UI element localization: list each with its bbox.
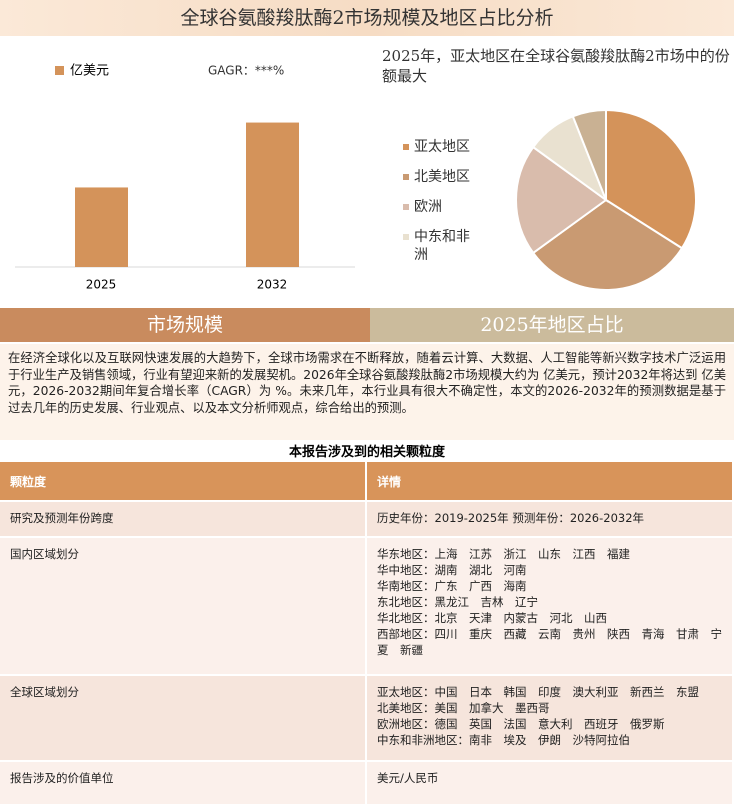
legend-label: 欧洲: [414, 199, 442, 215]
table-header-cell: 详情: [366, 462, 734, 502]
bar: [75, 187, 128, 267]
page-title: 全球谷氨酸羧肽酶2市场规模及地区占比分析: [0, 0, 734, 36]
table-cell-line: 华东地区：上海 江苏 浙江 山东 江西 福建: [377, 547, 630, 561]
annotation: GAGR：***%: [208, 64, 284, 78]
pie-slice: [571, 108, 607, 201]
table-cell: 亚太地区：中国 日本 韩国 印度 澳大利亚 新西兰 东盟 北美地区：美国 加拿大 …: [366, 675, 734, 762]
pie-chart: 2025年，亚太地区在全球谷氨酸羧肽酶2市场中的份额最大亚太地区北美地区欧洲中东…: [382, 47, 730, 291]
legend-swatch: [403, 144, 409, 150]
table-cell-line: 欧洲地区：德国 英国 法国 意大利 西班牙 俄罗斯: [377, 717, 665, 731]
table-cell-line: 西部地区：四川 重庆 西藏 云南 贵州 陕西 青海 甘肃 宁夏 新疆: [377, 627, 722, 657]
x-tick-label: 2032: [257, 278, 288, 292]
table-header-cell: 颗粒度: [0, 462, 367, 502]
chart-title-text: 2025年，亚太地区在全球谷氨酸羧肽酶2市场中的份额最大: [382, 47, 730, 85]
bar: [246, 122, 299, 267]
table-cell: 华东地区：上海 江苏 浙江 山东 江西 福建 华中地区：湖南 湖北 河南 华南地区：…: [366, 537, 734, 676]
table-row: 研究及预测年份跨度 历史年份：2019-2025年 预测年份：2026-2032年: [0, 501, 734, 538]
legend-label: 亿美元: [70, 64, 109, 79]
table-title: 本报告涉及到的相关颗粒度: [288, 445, 445, 460]
table-cell: 历史年份：2019-2025年 预测年份：2026-2032年: [366, 501, 734, 538]
table-cell: 研究及预测年份跨度: [0, 501, 367, 538]
table-cell: 全球区域划分: [0, 675, 367, 762]
table-header-row: 颗粒度 详情: [0, 462, 734, 502]
table-cell-line: 东北地区：黑龙江 吉林 辽宁: [377, 595, 538, 609]
table-row: 国内区域划分 华东地区：上海 江苏 浙江 山东 江西 福建 华中地区：湖南 湖北 河…: [0, 537, 734, 676]
legend-label: 中东和非洲: [414, 229, 470, 263]
table-cell-line: 华北地区：北京 天津 内蒙古 河北 山西: [377, 611, 607, 625]
table-cell-line: 中东和非洲地区：南非 埃及 伊朗 沙特阿拉伯: [377, 733, 630, 747]
legend-text: 中东和非洲: [414, 229, 470, 263]
section-label: 市场规模: [0, 308, 370, 342]
section-label: 2025年地区占比: [370, 308, 734, 342]
table-cell-line: 美元/人民币: [377, 771, 439, 785]
legend-label: 亚太地区: [414, 139, 470, 155]
table-row: 全球区域划分 亚太地区：中国 日本 韩国 印度 澳大利亚 新西兰 东盟 北美地区：美…: [0, 675, 734, 762]
table-cell: 报告涉及的价值单位: [0, 761, 367, 806]
legend-swatch: [403, 234, 409, 240]
legend-swatch: [55, 66, 64, 75]
pie-slice: [531, 198, 684, 291]
table-cell-line: 华中地区：湖南 湖北 河南: [377, 563, 527, 577]
x-tick-label: 2025: [86, 278, 117, 292]
pie-slice: [515, 145, 608, 255]
legend-swatch: [403, 204, 409, 210]
table-cell-line: 亚太地区：中国 日本 韩国 印度 澳大利亚 新西兰 东盟: [377, 685, 699, 699]
table-cell-line: 华南地区：广东 广西 海南: [377, 579, 527, 593]
paragraph: 在经济全球化以及互联网快速发展的大趋势下，全球市场需求在不断释放，随着云计算、大…: [0, 344, 734, 440]
table-cell: 国内区域划分: [0, 537, 367, 676]
chart-title: 2025年，亚太地区在全球谷氨酸羧肽酶2市场中的份额最大: [382, 47, 730, 85]
table-cell-line: 北美地区：美国 加拿大 墨西哥: [377, 701, 550, 715]
table-cell-line: 历史年份：2019-2025年 预测年份：2026-2032年: [377, 511, 645, 525]
bar-chart: 亿美元 GAGR：***% 2025 2032: [15, 64, 355, 292]
legend-swatch: [403, 174, 409, 180]
legend-label: 北美地区: [414, 169, 470, 185]
table-cell: 美元/人民币: [366, 761, 734, 806]
table: 颗粒度 详情 研究及预测年份跨度 历史年份：2019-2025年 预测年份：2026-…: [0, 462, 734, 806]
table-row: 报告涉及的价值单位 美元/人民币: [0, 761, 734, 806]
